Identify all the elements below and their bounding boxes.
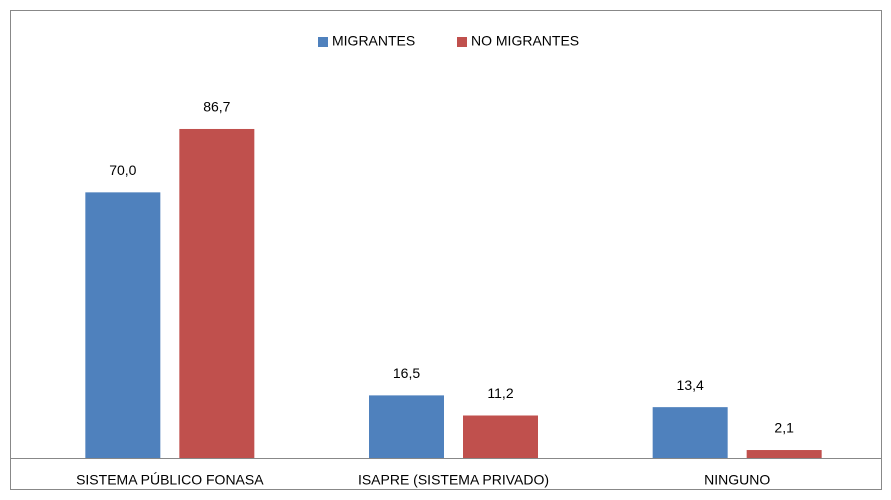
x-tick-label: SISTEMA PÚBLICO FONASA bbox=[76, 472, 264, 488]
data-label: 16,5 bbox=[393, 365, 420, 381]
legend-swatch bbox=[457, 37, 467, 47]
bar bbox=[85, 192, 161, 458]
legend-label: MIGRANTES bbox=[332, 33, 415, 49]
bar bbox=[463, 415, 538, 458]
legend-label: NO MIGRANTES bbox=[471, 33, 579, 49]
x-tick-label: NINGUNO bbox=[704, 472, 770, 488]
bar bbox=[652, 407, 728, 458]
bar bbox=[746, 450, 822, 458]
x-tick-label: ISAPRE (SISTEMA PRIVADO) bbox=[358, 472, 549, 488]
data-label: 2,1 bbox=[774, 420, 794, 436]
data-label: 13,4 bbox=[677, 377, 704, 393]
data-label: 86,7 bbox=[203, 99, 230, 115]
data-label: 70,0 bbox=[109, 162, 136, 178]
data-label: 11,2 bbox=[487, 385, 513, 401]
legend-swatch bbox=[318, 37, 328, 47]
bar bbox=[369, 395, 444, 458]
bar bbox=[179, 128, 255, 458]
